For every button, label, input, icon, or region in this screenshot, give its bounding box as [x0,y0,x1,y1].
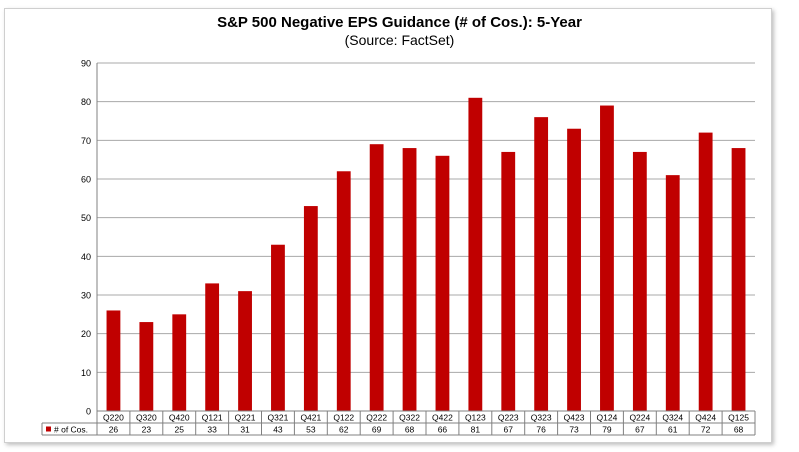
y-tick-label: 90 [81,59,91,69]
bar-Q224 [632,151,647,411]
bar-Q422 [435,155,450,411]
x-tick-label: Q124 [597,413,618,423]
bar-Q324 [665,175,680,411]
x-tick-label: Q224 [629,413,650,423]
bar-Q322 [402,148,417,412]
bar-Q124 [600,105,614,412]
bar-Q323 [534,117,549,411]
x-tick-label: Q324 [662,413,683,423]
bar-Q320 [139,322,154,411]
y-tick-label: 0 [86,407,91,417]
x-tick-label: Q123 [465,413,486,423]
data-label: 25 [175,425,185,435]
y-axis-ticks: 0 10 20 30 40 50 60 70 80 90 [81,59,91,417]
bar-Q321 [271,244,285,411]
x-tick-label: Q220 [103,413,124,423]
data-label: 79 [602,425,612,435]
legend-label: # of Cos. [54,425,88,435]
data-table: Q220 26 Q320 23 Q420 25 Q121 33 Q221 31 Q321 43 Q421… [41,410,756,436]
x-tick-label: Q320 [136,413,157,423]
data-label: 72 [701,425,711,435]
y-tick-label: 20 [81,329,91,339]
y-tick-label: 40 [81,252,91,262]
x-tick-label: Q125 [728,413,749,423]
gridlines [96,62,755,412]
data-label: 61 [668,425,678,435]
x-tick-label: Q322 [399,413,420,423]
data-label: 66 [438,425,448,435]
chart-subtitle: (Source: FactSet) [344,32,455,48]
data-label: 73 [569,425,579,435]
data-label: 23 [142,425,152,435]
data-label: 81 [471,425,481,435]
x-tick-label: Q221 [235,413,256,423]
bar-Q420 [172,314,187,411]
x-tick-label: Q223 [498,413,519,423]
bar-Q125 [731,148,746,412]
y-tick-label: 50 [81,213,91,223]
data-label: 43 [273,425,283,435]
data-label: 62 [339,425,349,435]
x-tick-label: Q420 [169,413,190,423]
bar-Q121 [205,283,220,411]
x-tick-label: Q422 [432,413,453,423]
data-label: 31 [240,425,250,435]
y-tick-label: 70 [81,136,91,146]
bar-Q221 [238,291,252,411]
x-tick-label: Q421 [300,413,321,423]
chart-title: S&P 500 Negative EPS Guidance (# of Cos.… [217,14,582,31]
x-tick-label: Q321 [268,413,289,423]
data-label: 26 [109,425,119,435]
data-label: 68 [405,425,415,435]
x-tick-label: Q222 [366,413,387,423]
data-label: 68 [734,425,744,435]
x-tick-label: Q121 [202,413,223,423]
y-tick-label: 60 [81,175,91,185]
x-tick-label: Q323 [531,413,552,423]
data-label: 67 [504,425,514,435]
x-tick-label: Q424 [695,413,716,423]
x-tick-label: Q423 [564,413,585,423]
data-label: 69 [372,425,382,435]
data-label: 67 [635,425,645,435]
bar-Q421 [303,206,318,411]
bar-Q220 [106,310,121,411]
data-label: 76 [536,425,546,435]
y-tick-label: 30 [81,291,91,301]
bar-Q423 [567,128,581,411]
y-tick-label: 80 [81,97,91,107]
data-label: 33 [207,425,217,435]
bar-Q424 [698,132,713,411]
y-tick-label: 10 [81,368,91,378]
bar-Q223 [501,151,516,411]
bar-Q122 [336,171,351,411]
legend-swatch [46,426,51,432]
data-label: 53 [306,425,316,435]
x-tick-label: Q122 [333,413,354,423]
bar-Q123 [468,97,483,412]
bar-Q222 [369,144,384,411]
bars [106,97,746,412]
